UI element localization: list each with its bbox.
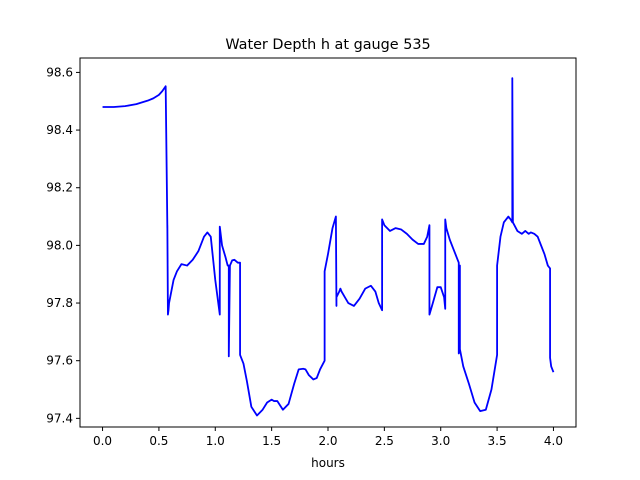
y-tick-label: 97.6 bbox=[46, 354, 73, 368]
x-tick-label: 3.5 bbox=[488, 434, 507, 448]
x-tick-label: 2.0 bbox=[318, 434, 337, 448]
series-line bbox=[102, 77, 555, 417]
x-tick-label: 0.5 bbox=[149, 434, 168, 448]
x-tick-label: 1.5 bbox=[262, 434, 281, 448]
y-tick-label: 97.8 bbox=[46, 296, 73, 310]
y-tick-label: 98.0 bbox=[46, 238, 73, 252]
y-tick-label: 98.6 bbox=[46, 65, 73, 79]
plot-area bbox=[80, 58, 576, 427]
y-tick-label: 98.2 bbox=[46, 181, 73, 195]
data-layer bbox=[102, 77, 555, 417]
x-axis: 0.0 0.5 1.0 1.5 2.0 2.5 3.0 3.5 4.0 bbox=[93, 427, 563, 448]
x-tick-label: 2.5 bbox=[375, 434, 394, 448]
chart-title: Water Depth h at gauge 535 bbox=[225, 37, 430, 53]
y-axis: 97.4 97.6 97.8 98.0 98.2 98.4 98.6 bbox=[46, 65, 80, 425]
y-tick-label: 97.4 bbox=[46, 411, 73, 425]
y-tick-label: 98.4 bbox=[46, 123, 73, 137]
x-axis-title: hours bbox=[311, 456, 345, 470]
x-tick-label: 4.0 bbox=[544, 434, 563, 448]
x-tick-label: 1.0 bbox=[206, 434, 225, 448]
x-tick-label: 0.0 bbox=[93, 434, 112, 448]
x-tick-label: 3.0 bbox=[431, 434, 450, 448]
